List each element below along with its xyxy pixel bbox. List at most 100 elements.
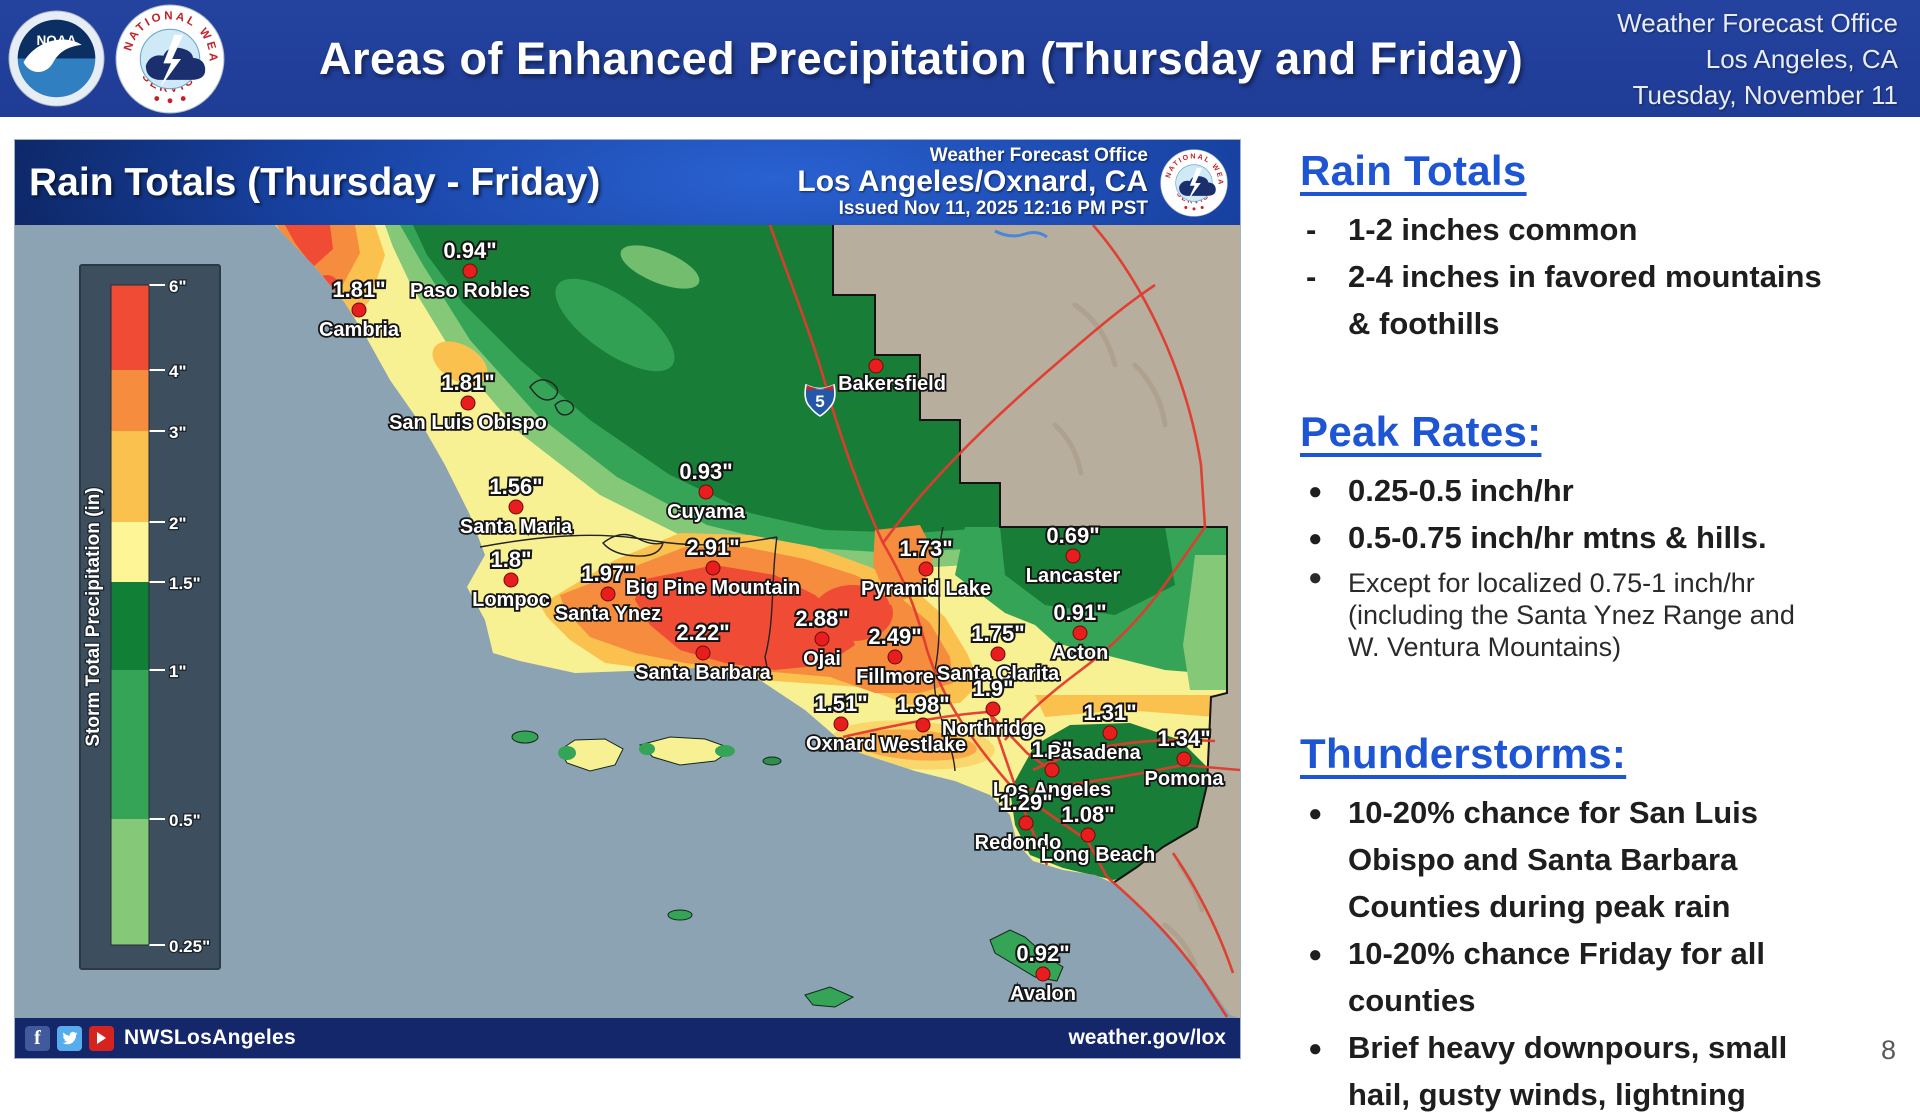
rain-value-label: 1.31" (1083, 700, 1136, 725)
rain-value-label: 0.91" (1053, 600, 1106, 625)
rain-value-label: 2.88" (795, 606, 848, 631)
rain-value-label: 1.73" (899, 536, 952, 561)
city-dot (1103, 726, 1117, 740)
rain-value-label: 0.92" (1016, 941, 1069, 966)
legend-segment (111, 582, 149, 670)
section-rain-totals: Rain Totals-1-2 inches common-2-4 inches… (1300, 146, 1890, 347)
precipitation-map-svg: 5 6"4"3"2"1.5"1"0.5"0.25"Storm Total Pre… (15, 225, 1240, 1018)
bullet-item: ●0.5-0.75 inch/hr mtns & hills. (1300, 514, 1828, 561)
map-office-line2: Los Angeles/Oxnard, CA (797, 166, 1148, 198)
legend-segment (111, 522, 149, 582)
facebook-icon: f (25, 1026, 50, 1051)
city-name-label: Santa Maria (460, 516, 573, 538)
rain-value-label: 2.49" (868, 624, 921, 649)
header-office-block: Weather Forecast Office Los Angeles, CA … (1617, 5, 1898, 113)
city-dot (601, 587, 615, 601)
city-dot (991, 647, 1005, 661)
header-location: Los Angeles, CA (1617, 41, 1898, 77)
header-date: Tuesday, November 11 (1617, 77, 1898, 113)
rain-value-label: 2.22" (676, 620, 729, 645)
legend-tick-label: 4" (169, 362, 187, 381)
bullet-item: ●10-20% chance Friday for all counties (1300, 930, 1828, 1024)
precip-legend: 6"4"3"2"1.5"1"0.5"0.25"Storm Total Preci… (80, 265, 220, 969)
rain-value-label: 1.81" (441, 370, 494, 395)
legend-title: Storm Total Precipitation (in) (83, 487, 104, 746)
twitter-icon (57, 1026, 82, 1051)
bullet-marker: ● (1308, 562, 1323, 594)
city-name-label: Santa Ynez (555, 603, 661, 625)
bullet-marker: - (1306, 253, 1316, 300)
bullet-text: 0.25-0.5 inch/hr (1348, 473, 1574, 508)
city-dot (834, 717, 848, 731)
slide-header: Areas of Enhanced Precipitation (Thursda… (0, 0, 1920, 117)
rain-value-label: 1.98" (896, 692, 949, 717)
city-name-label: San Luis Obispo (389, 412, 547, 434)
legend-tick-label: 1.5" (169, 574, 201, 593)
city-dot (916, 718, 930, 732)
city-dot (699, 485, 713, 499)
city-dot (986, 702, 1000, 716)
city-name-label: Acton (1052, 642, 1109, 664)
rain-value-label: 0.93" (679, 459, 732, 484)
rain-value-label: 1.81" (332, 277, 385, 302)
legend-tick-label: 0.5" (169, 811, 201, 830)
city-name-label: Long Beach (1041, 844, 1155, 866)
city-name-label: Avalon (1010, 983, 1076, 1005)
city-name-label: Lancaster (1026, 565, 1121, 587)
city-name-label: Pomona (1145, 768, 1225, 790)
city-dot (888, 650, 902, 664)
rain-value-label: 1.08" (1061, 802, 1114, 827)
slide-title: Areas of Enhanced Precipitation (Thursda… (225, 33, 1617, 85)
city-name-label: Oxnard (806, 733, 876, 755)
city-dot (1073, 626, 1087, 640)
nws-logo-icon (115, 4, 225, 114)
bullet-text: 1-2 inches common (1348, 212, 1637, 247)
rain-value-label: 2.91" (686, 535, 739, 560)
rain-value-label: 1.34" (1157, 726, 1210, 751)
legend-tick-label: 2" (169, 514, 187, 533)
bullet-text: 0.5-0.75 inch/hr mtns & hills. (1348, 520, 1767, 555)
city-name-label: Santa Barbara (635, 662, 771, 684)
youtube-icon (89, 1026, 114, 1051)
city-dot (1019, 816, 1033, 830)
legend-tick-label: 0.25" (169, 937, 210, 956)
svg-text:5: 5 (815, 392, 824, 411)
rain-value-label: 1.75" (971, 621, 1024, 646)
city-dot (352, 303, 366, 317)
rain-totals-map-panel: Rain Totals (Thursday - Friday) Weather … (15, 140, 1240, 1058)
city-name-label: Pasadena (1047, 742, 1141, 764)
section-peak-rates: Peak Rates:●0.25-0.5 inch/hr●0.5-0.75 in… (1300, 407, 1890, 669)
nws-logo-icon (1160, 149, 1228, 217)
city-dot (1066, 549, 1080, 563)
section-thunderstorms: Thunderstorms:●10-20% chance for San Lui… (1300, 729, 1890, 1118)
city-dot (504, 573, 518, 587)
bullet-item: ● 0.25-0.5 inch/hr (1300, 467, 1828, 514)
bullet-item: ●10-20% chance for San Luis Obispo and S… (1300, 789, 1828, 930)
legend-tick-label: 6" (169, 277, 187, 296)
city-dot (1177, 752, 1191, 766)
city-dot (1045, 763, 1059, 777)
rain-value-label: 1.9" (972, 676, 1013, 701)
map-footer-bar: f NWSLosAngeles weather.gov/lox (15, 1018, 1240, 1058)
bullet-item: ●Except for localized 0.75-1 inch/hr (in… (1300, 561, 1828, 669)
bullet-text: Brief heavy downpours, small hail, gusty… (1348, 1030, 1787, 1112)
forecast-summary-panel: Rain Totals-1-2 inches common-2-4 inches… (1300, 146, 1890, 1118)
social-icons: f (25, 1026, 114, 1051)
bullet-marker: ● (1308, 1025, 1323, 1072)
precipitation-map: 5 6"4"3"2"1.5"1"0.5"0.25"Storm Total Pre… (15, 225, 1240, 1018)
rain-value-label: 1.8" (490, 547, 531, 572)
city-dot (869, 359, 883, 373)
legend-segment (111, 819, 149, 945)
bullet-marker: ● (1308, 790, 1323, 837)
city-name-label: Big Pine Mountain (626, 577, 800, 599)
bullet-marker: ● (1308, 468, 1323, 515)
city-dot (461, 396, 475, 410)
city-dot (815, 632, 829, 646)
rain-value-label: 0.69" (1046, 523, 1099, 548)
city-dot (509, 500, 523, 514)
header-office: Weather Forecast Office (1617, 5, 1898, 41)
legend-segment (111, 370, 149, 431)
legend-tick-label: 1" (169, 662, 187, 681)
city-dot (919, 562, 933, 576)
bullet-item: -2-4 inches in favored mountains & footh… (1300, 253, 1828, 347)
